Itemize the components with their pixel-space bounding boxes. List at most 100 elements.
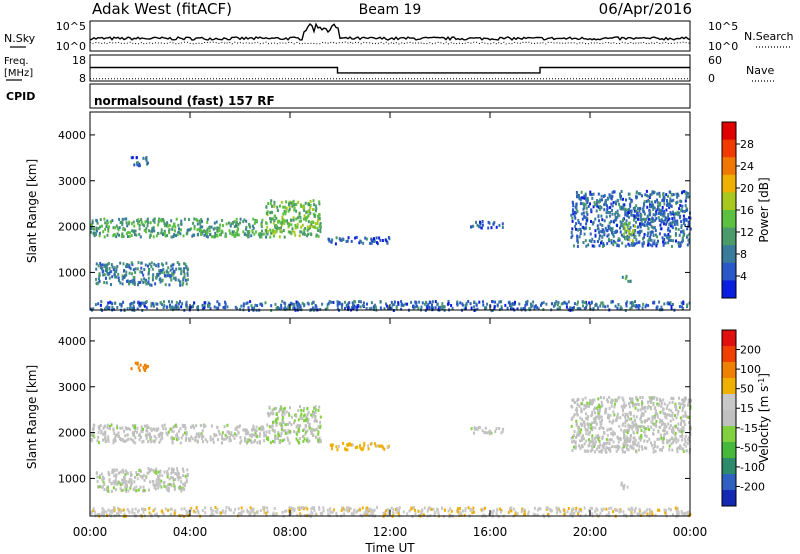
echo-cell [246, 230, 249, 233]
echo-cell [106, 262, 109, 266]
echo-cell [661, 409, 664, 413]
echo-cell [284, 305, 287, 309]
echo-cell [225, 222, 228, 226]
echo-cell [278, 235, 281, 239]
echo-cell [600, 214, 603, 218]
echo-cell [457, 510, 460, 514]
echo-cell [282, 429, 285, 433]
echo-cell [178, 267, 181, 271]
echo-cell [598, 204, 601, 208]
echo-cell [196, 439, 199, 443]
echo-cell [626, 223, 629, 227]
echo-cell [660, 404, 663, 408]
echo-cell [170, 467, 173, 471]
echo-cell [670, 442, 673, 446]
echo-cell [654, 229, 657, 233]
echo-cell [107, 229, 110, 233]
echo-cell [637, 214, 640, 218]
echo-cell [268, 412, 271, 416]
echo-cell [607, 211, 610, 214]
echo-cell [634, 242, 637, 246]
echo-cell [114, 435, 117, 439]
echo-cell [263, 506, 266, 509]
colorbar-segment [722, 458, 736, 475]
echo-cell [335, 445, 338, 449]
echo-cell [651, 225, 654, 229]
echo-cell [336, 300, 339, 304]
echo-cell [649, 509, 652, 513]
echo-cell [148, 269, 150, 272]
echo-cell [169, 513, 172, 517]
echo-cell [495, 512, 498, 516]
echo-cell [630, 446, 633, 450]
echo-cell [246, 301, 249, 305]
echo-cell [310, 429, 312, 433]
echo-cell [90, 433, 93, 437]
echo-cell [173, 270, 176, 274]
echo-cell [585, 216, 588, 220]
echo-cell [180, 488, 183, 492]
echo-cell [624, 209, 627, 213]
echo-cell [612, 430, 615, 434]
echo-cell [206, 228, 209, 232]
echo-cell [97, 435, 100, 439]
echo-cell [280, 230, 283, 234]
echo-cell [593, 201, 596, 205]
echo-cell [310, 432, 313, 435]
echo-cell [318, 213, 320, 217]
echo-cell [653, 407, 656, 411]
echo-cell [145, 434, 147, 437]
echo-cell [148, 229, 151, 233]
echo-cell [114, 437, 116, 441]
echo-cell [607, 511, 610, 515]
echo-cell [313, 508, 316, 512]
echo-cell [644, 305, 647, 309]
echo-cell [640, 218, 643, 222]
echo-cell [672, 193, 675, 197]
echo-cell [633, 304, 636, 308]
echo-cell [683, 423, 686, 427]
echo-cell [276, 226, 279, 230]
echo-cell [143, 224, 146, 228]
echo-cell [209, 435, 212, 439]
echo-cell [683, 219, 686, 223]
echo-cell [318, 202, 321, 206]
echo-cell [218, 432, 221, 436]
echo-cell [152, 235, 155, 239]
echo-cell [408, 509, 411, 513]
echo-cell [672, 212, 674, 216]
echo-cell [575, 203, 578, 206]
echo-cell [318, 508, 321, 511]
echo-cell [355, 235, 358, 239]
echo-cell [573, 306, 575, 309]
echo-cell [677, 228, 680, 231]
echo-cell [161, 270, 164, 274]
echo-cell [144, 220, 147, 224]
echo-cell [626, 300, 629, 304]
echo-cell [538, 507, 541, 510]
echo-cell [296, 302, 299, 306]
echo-cell [271, 427, 274, 431]
echo-cell [611, 212, 614, 216]
echo-cell [637, 217, 639, 221]
echo-cell [138, 368, 141, 372]
echo-cell [630, 400, 632, 404]
echo-cell [478, 426, 481, 430]
echo-cell [122, 470, 125, 474]
echo-cell [121, 217, 124, 221]
echo-cell [123, 478, 126, 482]
echo-cell [125, 265, 128, 268]
echo-cell [346, 239, 349, 243]
echo-cell [201, 219, 203, 223]
echo-cell [359, 305, 362, 309]
echo-cell [599, 443, 602, 447]
echo-cell [134, 429, 137, 433]
echo-cell [643, 212, 646, 216]
echo-cell [139, 485, 142, 489]
echo-cell [189, 508, 192, 512]
echo-cell [311, 506, 314, 510]
echo-cell [475, 220, 477, 224]
echo-cell [577, 427, 580, 431]
echo-cell [121, 221, 124, 225]
echo-cell [282, 229, 285, 232]
